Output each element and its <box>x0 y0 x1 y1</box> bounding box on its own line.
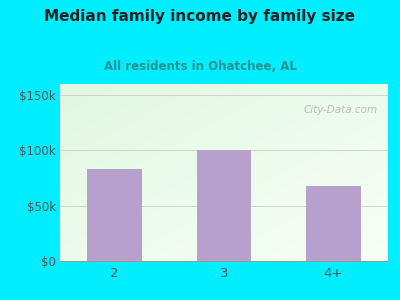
Text: All residents in Ohatchee, AL: All residents in Ohatchee, AL <box>104 60 296 73</box>
Bar <box>87 169 142 261</box>
Text: Median family income by family size: Median family income by family size <box>44 9 356 24</box>
Bar <box>197 150 251 261</box>
Bar <box>306 186 361 261</box>
Text: City-Data.com: City-Data.com <box>304 105 378 115</box>
